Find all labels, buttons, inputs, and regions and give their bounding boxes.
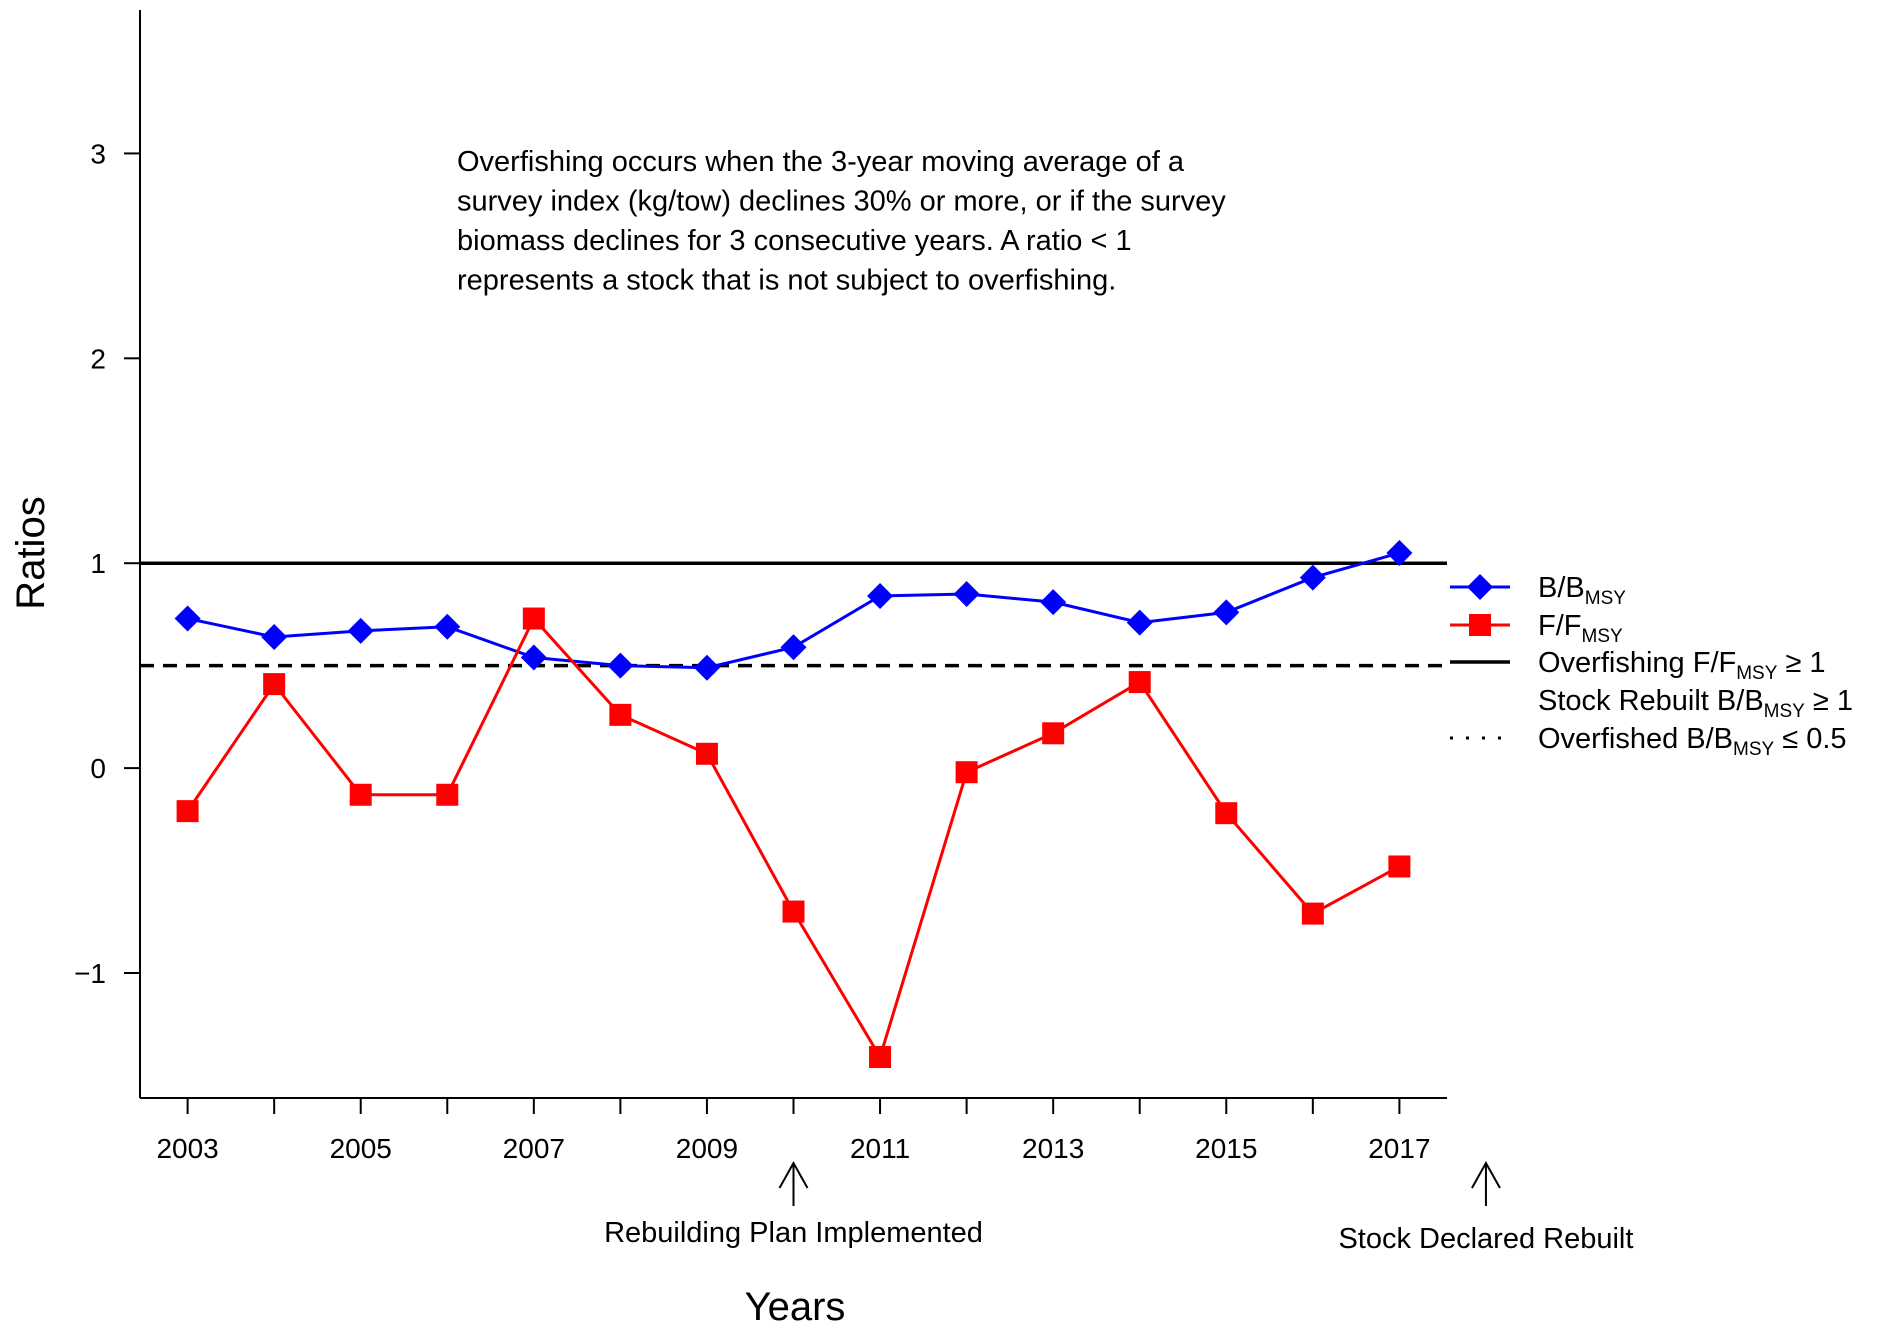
data-point bbox=[693, 654, 720, 681]
y-tick-label: −1 bbox=[74, 958, 106, 989]
data-point bbox=[1388, 855, 1411, 878]
reference-lines bbox=[140, 561, 1447, 668]
legend-item: Overfished B/BMSY ≤ 0.5 bbox=[1450, 723, 1847, 760]
legend-item: Stock Rebuilt B/BMSY ≥ 1 bbox=[1538, 685, 1853, 722]
data-point bbox=[609, 703, 632, 726]
annotation-line: survey index (kg/tow) declines 30% or mo… bbox=[457, 186, 1226, 218]
y-tick-label: 0 bbox=[90, 753, 106, 784]
data-point bbox=[1126, 609, 1153, 636]
event-marker: Rebuilding Plan Implemented bbox=[604, 1160, 983, 1249]
event-label: Rebuilding Plan Implemented bbox=[604, 1217, 983, 1249]
axes: −1 0 1 2 3 2003 2005 2007 2009 2011 2013 2015 2017 bbox=[74, 10, 1447, 1164]
y-tick-label: 1 bbox=[90, 548, 106, 579]
data-point bbox=[782, 900, 805, 923]
data-point bbox=[1215, 802, 1238, 825]
data-point bbox=[1128, 671, 1151, 694]
data-point bbox=[953, 580, 980, 607]
data-point bbox=[869, 1046, 892, 1069]
legend-label: F/FMSY bbox=[1538, 610, 1623, 647]
legend-label: Overfishing F/FMSY ≥ 1 bbox=[1538, 647, 1826, 684]
x-axis-title: Years bbox=[745, 1285, 846, 1324]
annotation-line: represents a stock that is not subject t… bbox=[457, 265, 1116, 297]
data-point bbox=[434, 613, 461, 640]
data-point bbox=[1299, 564, 1326, 591]
x-tick-label: 2003 bbox=[156, 1133, 218, 1164]
y-axis-title: Ratios bbox=[9, 496, 53, 609]
data-point bbox=[780, 634, 807, 661]
data-point bbox=[261, 623, 288, 650]
data-point bbox=[522, 607, 545, 630]
data-point bbox=[867, 583, 894, 610]
x-tick-label: 2013 bbox=[1022, 1133, 1084, 1164]
series-line bbox=[186, 615, 1401, 1061]
x-tick-label: 2005 bbox=[330, 1133, 392, 1164]
data-point bbox=[176, 800, 199, 823]
event-marker: Stock Declared Rebuilt bbox=[1338, 1160, 1633, 1255]
up-arrow-icon bbox=[1471, 1160, 1501, 1206]
x-tick-label: 2009 bbox=[676, 1133, 738, 1164]
legend-item: F/FMSY bbox=[1450, 610, 1623, 647]
legend-swatch-marker bbox=[1467, 574, 1493, 600]
data-point bbox=[1301, 902, 1324, 925]
y-tick-label: 2 bbox=[90, 343, 106, 374]
x-tick-label: 2015 bbox=[1195, 1133, 1257, 1164]
legend-label: Stock Rebuilt B/BMSY ≥ 1 bbox=[1538, 685, 1853, 722]
y-tick-label: 3 bbox=[90, 138, 106, 169]
data-point bbox=[436, 783, 459, 806]
data-point bbox=[1040, 589, 1067, 616]
annotation-line: biomass declines for 3 consecutive years… bbox=[457, 225, 1132, 257]
event-markers: Rebuilding Plan Implemented Stock Declare… bbox=[604, 1160, 1633, 1255]
data-point bbox=[520, 644, 547, 671]
data-point bbox=[263, 673, 286, 696]
legend-item: Overfishing F/FMSY ≥ 1 bbox=[1450, 647, 1826, 684]
series-markers bbox=[174, 539, 1413, 1069]
legend-item: B/BMSY bbox=[1450, 572, 1626, 609]
x-tick-label: 2007 bbox=[503, 1133, 565, 1164]
data-point bbox=[1213, 599, 1240, 626]
data-point bbox=[174, 605, 201, 632]
data-point bbox=[955, 761, 978, 784]
legend-swatch-marker bbox=[1469, 614, 1491, 636]
data-point bbox=[607, 652, 634, 679]
legend-label: Overfished B/BMSY ≤ 0.5 bbox=[1538, 723, 1847, 760]
x-tick-label: 2017 bbox=[1368, 1133, 1430, 1164]
data-point bbox=[347, 617, 374, 644]
annotation-line: Overfishing occurs when the 3-year movin… bbox=[457, 146, 1185, 178]
x-tick-label: 2011 bbox=[850, 1133, 910, 1164]
legend-label: B/BMSY bbox=[1538, 572, 1626, 609]
data-point bbox=[1386, 539, 1413, 566]
up-arrow-icon bbox=[778, 1160, 809, 1206]
data-point bbox=[1042, 722, 1065, 745]
event-label: Stock Declared Rebuilt bbox=[1338, 1223, 1633, 1255]
data-point bbox=[349, 783, 372, 806]
data-point bbox=[695, 742, 718, 765]
annotation-text: Overfishing occurs when the 3-year movin… bbox=[457, 146, 1226, 297]
